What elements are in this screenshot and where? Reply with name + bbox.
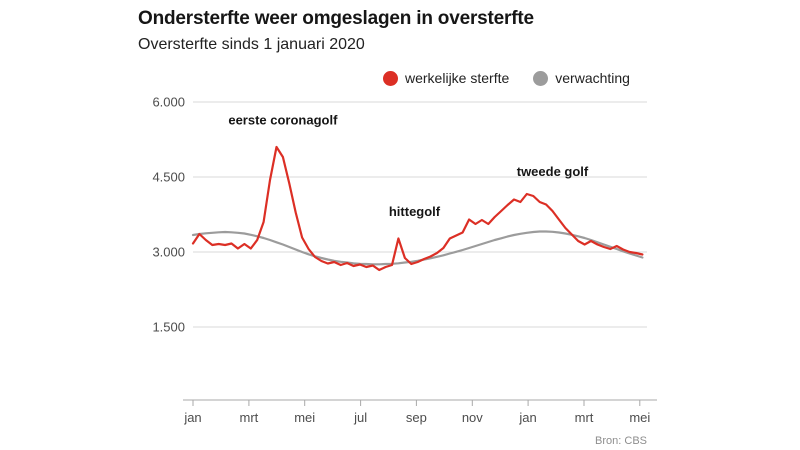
x-axis-label: jul <box>353 410 367 425</box>
annotation-hittegolf: hittegolf <box>389 204 441 219</box>
x-axis-label: mei <box>294 410 315 425</box>
x-axis-label: jan <box>183 410 201 425</box>
legend-dot-actual-icon <box>383 70 398 86</box>
series-line-werkelijke-sterfte <box>191 145 644 272</box>
x-axis-label: sep <box>406 410 427 425</box>
x-axis-label: jan <box>518 410 536 425</box>
legend-label-actual: werkelijke sterfte <box>405 70 510 86</box>
chart-subtitle: Oversterfte sinds 1 januari 2020 <box>138 36 365 53</box>
mortality-line-chart: 6.000 4.500 3.000 1.500 jan mrt mei jul sep nov ja… <box>152 95 657 425</box>
legend-item-expected: verwachting <box>533 70 630 86</box>
legend-label-expected: verwachting <box>555 70 630 86</box>
y-axis-label: 3.000 <box>152 245 185 260</box>
x-axis-label: mrt <box>575 410 594 425</box>
source-credit: Bron: CBS <box>595 435 647 447</box>
y-axis-label: 6.000 <box>152 95 185 110</box>
chart-legend: werkelijke sterfte verwachting <box>383 70 630 86</box>
legend-item-actual: werkelijke sterfte <box>383 70 509 86</box>
annotation-eerste-coronagolf: eerste coronagolf <box>228 113 338 128</box>
annotation-tweede-golf: tweede golf <box>517 164 589 179</box>
chart-title: Ondersterfte weer omgeslagen in overster… <box>138 8 534 29</box>
y-axis-label: 4.500 <box>152 170 185 185</box>
x-axis-label: nov <box>462 410 483 425</box>
legend-dot-expected-icon <box>533 70 549 86</box>
x-axis-label: mrt <box>240 410 259 425</box>
x-axis-label: mei <box>629 410 650 425</box>
y-axis-label: 1.500 <box>152 320 185 335</box>
